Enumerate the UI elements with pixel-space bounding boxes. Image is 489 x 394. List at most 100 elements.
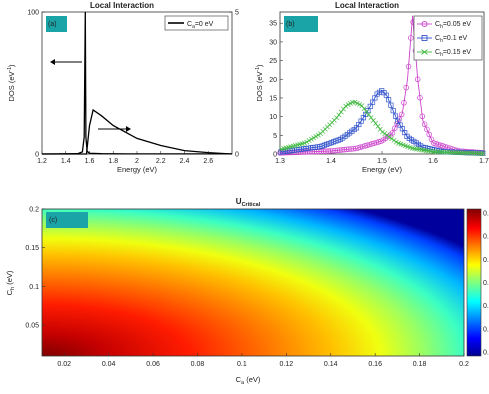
data-point <box>403 84 409 91</box>
panel-c-label: (c) <box>49 217 57 224</box>
panel-b-tag <box>284 16 318 32</box>
data-point <box>451 150 457 155</box>
data-point <box>458 150 463 156</box>
data-point <box>313 133 319 139</box>
x-tick-label: 0.14 <box>324 361 338 368</box>
panel-b-legend-item-ch015: Ch=0.15 eV <box>417 49 471 58</box>
data-point <box>432 149 438 155</box>
colorbar-tick-label: 0. <box>483 280 489 287</box>
series-line-right <box>42 108 233 155</box>
data-point <box>444 149 450 155</box>
data-point <box>343 103 349 109</box>
data-point <box>304 139 310 145</box>
x-tick-label: 1.6 <box>428 158 438 165</box>
data-point <box>336 112 342 118</box>
y-tick-label: 0.15 <box>25 245 39 252</box>
data-point <box>460 150 466 156</box>
data-point <box>408 35 414 41</box>
y-tick-label: 0 <box>273 152 277 159</box>
x-tick-label: 1.6 <box>85 158 95 165</box>
panel-c-y-axis-ticks: 0.05 0.1 0.15 0.2 <box>25 207 45 330</box>
x-tick-label: 2.4 <box>180 158 190 165</box>
data-point <box>446 149 452 155</box>
panel-b-x-axis-label: Energy (eV) <box>362 165 403 174</box>
data-point <box>405 63 412 70</box>
y-tick-label: 15 <box>269 95 277 102</box>
data-point <box>308 136 314 142</box>
panel-a-x-axis-label: Energy (eV) <box>117 165 158 174</box>
panel-a-right-arrow <box>98 126 131 132</box>
data-point <box>334 115 340 121</box>
data-point <box>392 125 398 132</box>
series-ch015 <box>279 99 486 157</box>
x-tick-label: 1.5 <box>377 158 387 165</box>
data-point <box>370 118 376 123</box>
data-point <box>430 149 436 155</box>
data-point <box>393 139 399 145</box>
x-tick-label: 0.08 <box>191 361 205 368</box>
y-tick-label: 35 <box>269 21 277 28</box>
x-tick-label: 2 <box>135 158 139 165</box>
panel-b-legend-item-ch01: Ch=0.1 eV <box>417 35 468 44</box>
panel-c-title: UCritical <box>236 197 261 208</box>
data-point <box>390 108 396 114</box>
data-point <box>453 150 459 156</box>
panel-c-tag <box>46 212 88 228</box>
data-point <box>467 150 473 156</box>
x-tick-label: 1.2 <box>37 158 47 165</box>
colorbar-tick-label: 0. <box>483 350 489 357</box>
panel-b-title: Local Interaction <box>335 1 399 10</box>
data-point <box>375 123 381 129</box>
data-point <box>384 132 390 138</box>
series-line <box>279 15 485 154</box>
panel-c-x-axis-ticks: 0.02 0.04 0.06 0.08 0.1 0.12 0.14 0.16 0.18 0.2 <box>57 353 469 368</box>
y-tick-label: 20 <box>269 77 277 84</box>
data-point <box>380 129 385 135</box>
data-point <box>474 150 480 156</box>
panel-a-label: (a) <box>48 21 57 28</box>
y2-tick-label: 0 <box>235 152 239 159</box>
panel-b-label: (b) <box>286 21 295 28</box>
data-point <box>481 151 486 157</box>
panel-b-y-axis-ticks: 0 5 10 15 20 25 30 35 <box>269 21 283 159</box>
panel-b-series <box>277 15 486 157</box>
data-point <box>455 150 461 156</box>
data-point <box>426 131 432 138</box>
panel-a-legend-label: Ca=0 eV <box>187 21 214 30</box>
data-point <box>462 150 468 156</box>
panel-a-plot-frame <box>41 11 233 155</box>
data-point <box>424 126 430 133</box>
data-point <box>382 131 388 137</box>
panel-c-x-axis-label: Ca (eV) <box>236 375 261 386</box>
data-point <box>388 102 394 108</box>
data-point <box>338 109 344 115</box>
data-point <box>439 149 445 155</box>
data-point <box>414 76 421 83</box>
panel-a-legend <box>164 15 229 31</box>
y-tick-label: 5 <box>273 133 277 140</box>
panel-b: Local Interaction (b) 0 5 10 15 20 25 30 35 1.3… <box>255 1 489 174</box>
data-point <box>469 150 475 156</box>
panel-c-colorbar <box>466 208 482 357</box>
svg-text:Ch=0.15 eV: Ch=0.15 eV <box>435 49 471 58</box>
data-point <box>368 115 374 120</box>
panel-a-title: Local Interaction <box>90 1 154 10</box>
data-point <box>386 134 392 140</box>
data-point <box>361 106 367 112</box>
data-point <box>389 136 395 142</box>
colorbar-tick-label: 0. <box>483 326 489 333</box>
x-tick-label: 1.8 <box>108 158 118 165</box>
data-point <box>375 139 382 145</box>
y-tick-label: 100 <box>27 10 39 17</box>
data-point <box>392 113 399 119</box>
y-tick-label: 30 <box>269 39 277 46</box>
data-point <box>373 120 379 126</box>
panel-b-legend-item-ch005: Ch=0.05 eV <box>417 20 471 30</box>
x-tick-label: 0.06 <box>146 361 160 368</box>
series-ch005 <box>277 15 485 156</box>
x-tick-label: 0.04 <box>102 361 116 368</box>
data-point <box>311 135 317 141</box>
data-point <box>478 151 484 156</box>
data-point <box>357 101 363 107</box>
